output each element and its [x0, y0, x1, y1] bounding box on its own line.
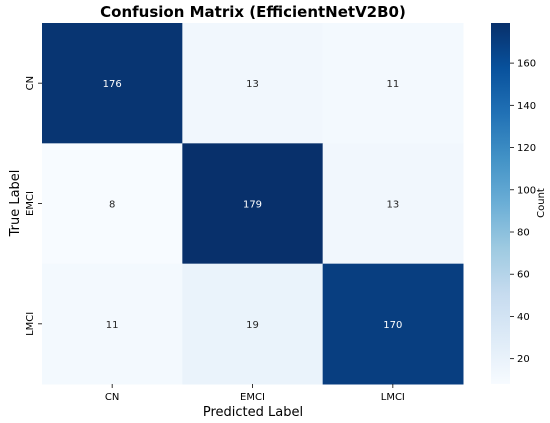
colorbar-tick-label: 20: [517, 354, 530, 365]
cell-value-label: 19: [246, 320, 259, 331]
y-axis-ticks: CN EMCI LMCI: [25, 76, 42, 336]
cell-value-label: 11: [386, 79, 399, 90]
heatmap-cell: [322, 263, 464, 385]
cell-value-label: 11: [106, 320, 119, 331]
heatmap-cell: [42, 143, 183, 265]
colorbar-ticks: 20 40 60 80 100 120 140 160: [510, 59, 536, 365]
heatmap-cell: [42, 23, 183, 144]
heatmap-cell: [322, 23, 464, 144]
heatmap-cell: [182, 23, 324, 144]
chart-title: Confusion Matrix (EfficientNetV2B0): [100, 3, 406, 21]
cell-value-label: 170: [383, 320, 402, 331]
cell-value-label: 8: [109, 200, 115, 211]
colorbar: [491, 23, 510, 384]
heatmap-cell: [42, 263, 183, 385]
y-tick-label: EMCI: [25, 191, 36, 216]
y-axis-label: True Label: [8, 170, 23, 238]
y-tick-label: CN: [25, 76, 36, 90]
x-axis-ticks: CN EMCI LMCI: [105, 384, 405, 403]
cell-value-label: 179: [243, 200, 262, 211]
y-tick-label: LMCI: [25, 312, 36, 336]
heatmap-cell: [182, 143, 324, 265]
colorbar-tick-label: 40: [517, 312, 530, 323]
colorbar-tick-label: 140: [517, 101, 536, 112]
colorbar-tick-label: 80: [517, 228, 530, 239]
x-tick-label: CN: [105, 392, 119, 403]
colorbar-tick-label: 160: [517, 59, 536, 70]
colorbar-tick-label: 100: [517, 185, 536, 196]
heatmap-cells: 176 13 11 8 179 13 11 19 170: [42, 23, 464, 385]
heatmap-cell: [322, 143, 464, 265]
x-axis-label: Predicted Label: [203, 405, 303, 420]
cell-value-label: 13: [246, 79, 259, 90]
colorbar-tick-label: 120: [517, 143, 536, 154]
colorbar-tick-label: 60: [517, 270, 530, 281]
colorbar-label: Count: [536, 188, 547, 218]
cell-value-label: 13: [386, 200, 399, 211]
cell-value-label: 176: [103, 79, 122, 90]
x-tick-label: LMCI: [381, 392, 405, 403]
x-tick-label: EMCI: [240, 392, 265, 403]
heatmap-cell: [182, 263, 324, 385]
